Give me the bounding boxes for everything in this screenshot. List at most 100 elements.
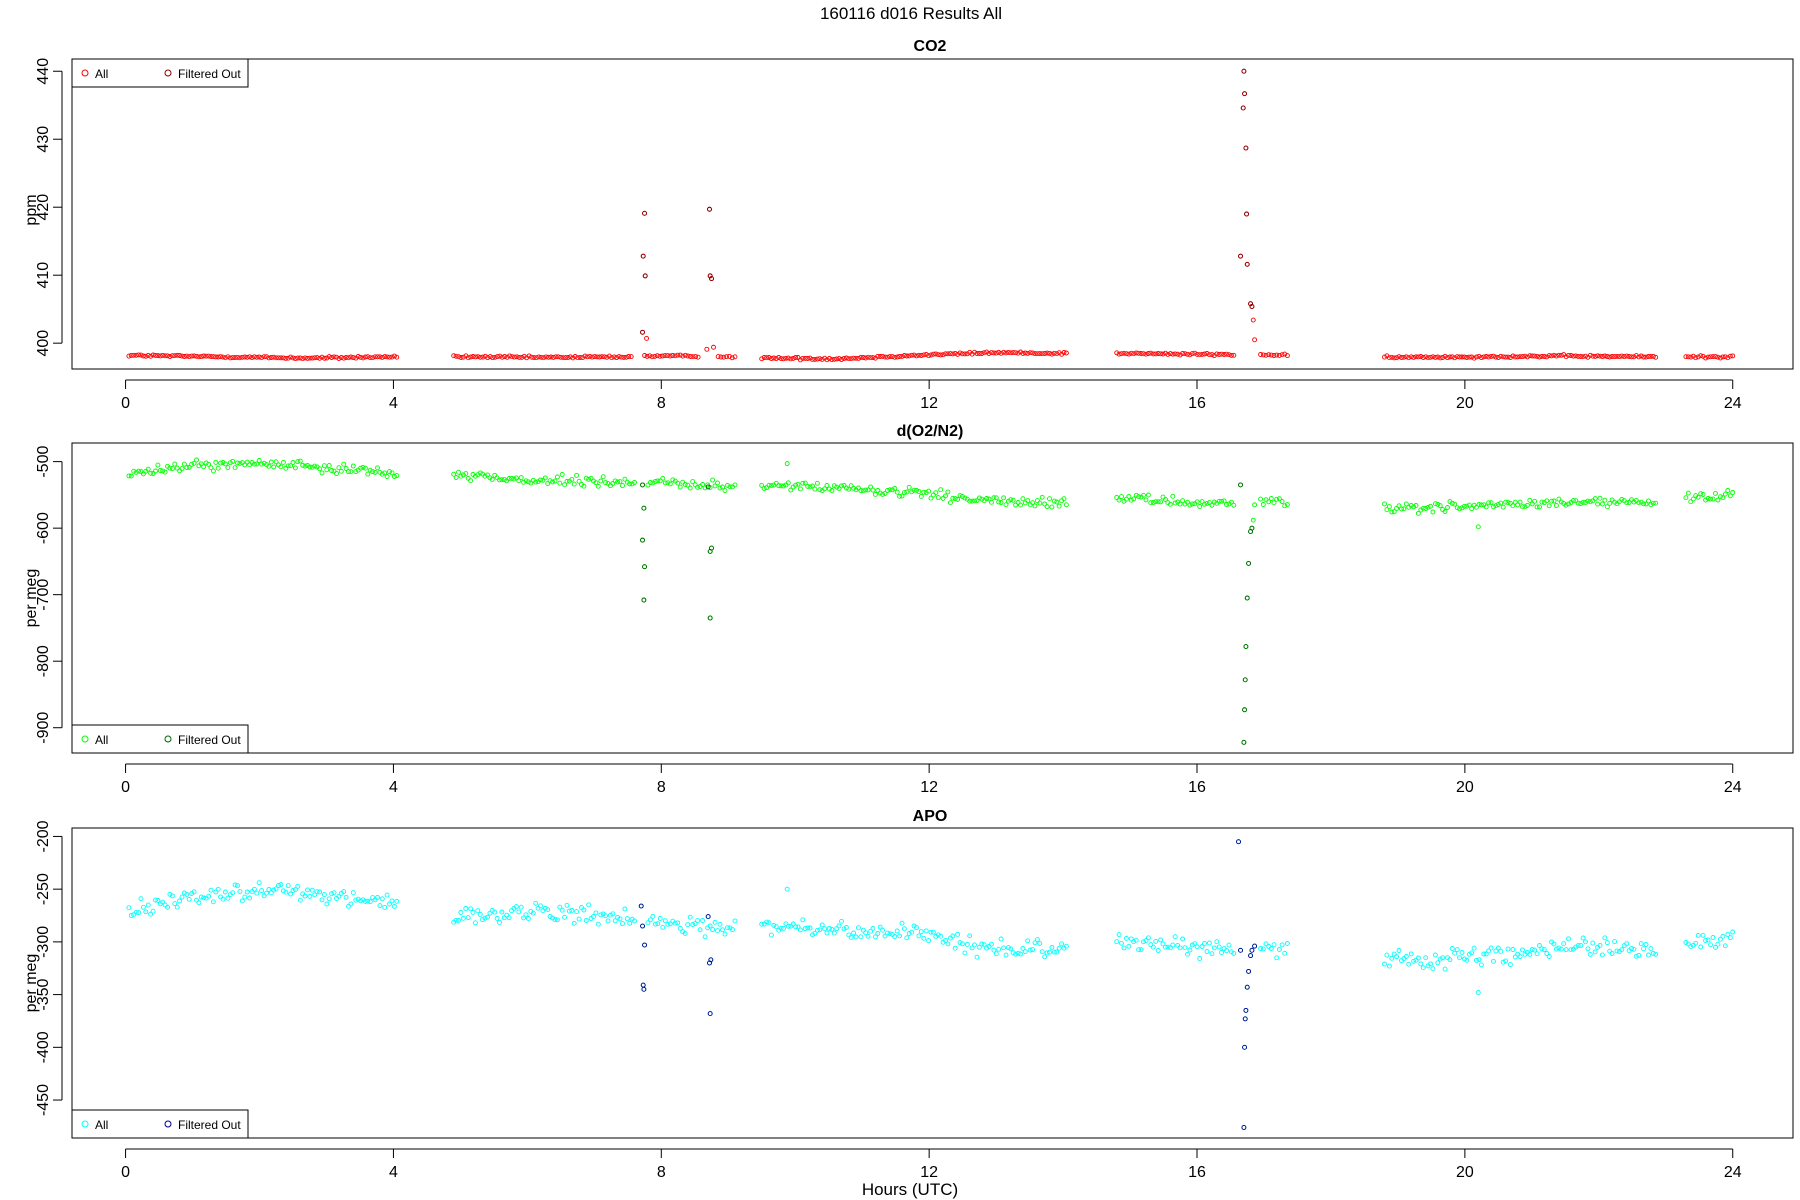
data-point-apo (557, 904, 563, 910)
data-point-co2 (1638, 353, 1644, 359)
data-point-co2 (672, 353, 678, 359)
filtered-point-apo (1242, 1044, 1248, 1050)
data-point-co2 (1447, 354, 1453, 360)
data-point-o2n2 (1001, 495, 1007, 501)
data-point-o2n2 (938, 487, 944, 493)
data-point-co2 (938, 352, 944, 358)
data-point-apo (394, 898, 400, 904)
data-point-co2 (143, 353, 149, 359)
data-point-apo (598, 912, 604, 918)
data-point-co2 (565, 355, 571, 360)
data-point-apo (545, 907, 551, 913)
data-point-apo (1121, 945, 1127, 951)
data-point-co2 (654, 353, 660, 359)
data-point-co2 (974, 351, 980, 356)
data-point-o2n2 (928, 495, 934, 501)
data-point-o2n2 (189, 461, 195, 467)
data-point-o2n2 (620, 483, 625, 489)
data-point-apo (790, 921, 796, 927)
data-point-o2n2 (1708, 496, 1713, 502)
data-point-co2 (502, 354, 508, 359)
data-point-o2n2 (655, 478, 661, 484)
data-point-o2n2 (839, 483, 844, 489)
data-point-o2n2 (959, 494, 965, 499)
data-point-apo (1437, 956, 1443, 962)
data-point-apo (172, 901, 178, 907)
data-point-o2n2 (732, 482, 738, 488)
data-point-o2n2 (1133, 492, 1139, 498)
data-point-o2n2 (935, 495, 941, 501)
data-point-co2 (387, 354, 392, 360)
data-point-apo (943, 937, 948, 943)
data-point-o2n2 (1646, 498, 1651, 504)
data-point-apo (297, 897, 303, 903)
data-point-o2n2 (338, 468, 344, 474)
data-point-o2n2 (759, 482, 765, 488)
data-point-o2n2 (545, 481, 551, 487)
data-point-co2 (1478, 355, 1484, 361)
data-point-apo (897, 933, 903, 939)
data-point-o2n2 (904, 489, 910, 495)
data-point-o2n2 (1430, 509, 1436, 515)
data-point-o2n2 (1683, 495, 1689, 501)
data-point-co2 (169, 353, 175, 359)
x-tick-label-o2n2: 24 (1724, 779, 1742, 796)
data-point-apo (800, 917, 806, 923)
data-point-apo (593, 910, 599, 916)
data-point-o2n2 (302, 463, 308, 469)
data-point-o2n2 (1713, 490, 1718, 496)
data-point-o2n2 (943, 493, 948, 499)
data-point-apo (904, 935, 910, 941)
data-point-apo (665, 921, 671, 927)
data-point-o2n2 (1474, 504, 1479, 510)
data-point-apo (136, 910, 142, 916)
data-point-apo (1008, 946, 1014, 952)
data-point-co2 (998, 350, 1004, 356)
data-point-co2 (1695, 354, 1701, 360)
data-point-o2n2 (894, 489, 900, 495)
data-point-o2n2 (1252, 502, 1258, 508)
data-point-apo (880, 927, 886, 933)
data-point-apo (1382, 961, 1387, 967)
data-point-co2 (690, 354, 696, 360)
data-point-co2 (863, 355, 869, 361)
data-point-co2 (256, 354, 262, 360)
data-point-co2 (718, 354, 724, 360)
data-point-o2n2 (1148, 500, 1154, 506)
x-tick-label-co2: 24 (1724, 395, 1742, 412)
data-point-o2n2 (1177, 501, 1183, 507)
data-point-o2n2 (222, 461, 228, 467)
data-point-co2 (495, 354, 500, 360)
data-point-co2 (1481, 354, 1487, 360)
x-tick-label-o2n2: 20 (1456, 779, 1474, 796)
data-point-co2 (1430, 354, 1436, 360)
data-point-o2n2 (1643, 501, 1649, 507)
data-point-apo (283, 889, 289, 895)
data-point-apo (962, 950, 968, 956)
data-point-apo (1590, 940, 1596, 946)
data-point-apo (1633, 953, 1639, 959)
data-point-co2 (451, 353, 457, 359)
data-point-co2 (621, 354, 627, 360)
data-point-co2 (1435, 354, 1441, 360)
data-point-apo (1054, 949, 1060, 955)
data-point-apo (1534, 951, 1540, 957)
data-point-o2n2 (227, 460, 233, 466)
data-point-o2n2 (588, 475, 594, 481)
data-point-o2n2 (453, 475, 459, 480)
data-point-apo (552, 917, 558, 922)
data-point-o2n2 (1221, 498, 1227, 504)
data-point-co2 (1633, 353, 1639, 359)
data-point-apo (926, 938, 932, 944)
data-point-apo (603, 913, 609, 919)
data-point-co2 (266, 355, 272, 361)
data-point-o2n2 (1624, 500, 1630, 506)
data-point-apo (1650, 950, 1656, 956)
data-point-o2n2 (1537, 504, 1542, 510)
data-point-apo (1708, 942, 1713, 948)
data-point-co2 (145, 352, 151, 358)
data-point-co2 (531, 355, 537, 361)
data-point-co2 (1165, 351, 1171, 357)
data-point-o2n2 (297, 458, 303, 464)
data-point-o2n2 (1500, 504, 1506, 510)
